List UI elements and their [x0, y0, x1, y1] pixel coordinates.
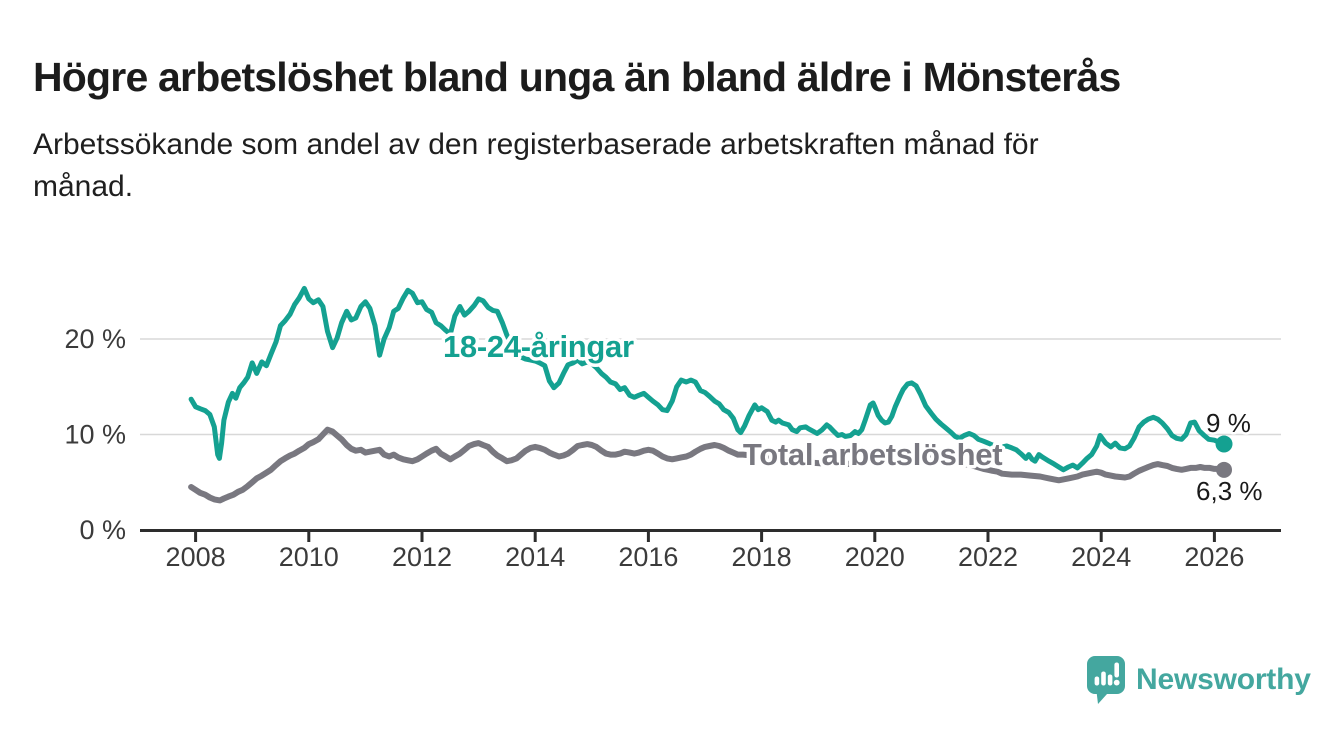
y-tick-label: 10 %	[64, 420, 126, 450]
series-end-dot-Total arbetslöshet	[1216, 461, 1233, 478]
x-tick-label: 2010	[279, 542, 339, 572]
chart-subtitle-line1: Arbetssökande som andel av den registerb…	[33, 128, 1039, 161]
series-end-dot-18-24-åringar	[1215, 435, 1233, 453]
y-tick-label: 0 %	[79, 515, 126, 545]
x-tick-label: 2020	[845, 542, 905, 572]
newsworthy-logo-icon	[1087, 656, 1125, 704]
x-tick-label: 2014	[505, 542, 565, 572]
series-end-value-Total arbetslöshet: 6,3 %	[1196, 476, 1263, 506]
series-label-Total arbetslöshet: Total arbetslöshet	[743, 437, 1002, 472]
series-line-18-24-åringar	[188, 285, 1227, 473]
x-tick-label: 2026	[1184, 542, 1244, 572]
newsworthy-logo: Newsworthy	[1086, 655, 1311, 705]
page-title: Högre arbetslöshet bland unga än bland ä…	[33, 54, 1121, 101]
x-tick-label: 2012	[392, 542, 452, 572]
x-tick-label: 2008	[166, 542, 226, 572]
series-end-value-18-24-åringar: 9 %	[1206, 408, 1251, 438]
series-line-Total arbetslöshet	[188, 426, 1227, 504]
x-tick-label: 2024	[1071, 542, 1131, 572]
logo-bars-icon	[1094, 662, 1120, 686]
x-tick-label: 2016	[618, 542, 678, 572]
chart-subtitle: Arbetssökande som andel av den registerb…	[33, 124, 1039, 208]
series-label-18-24-åringar: 18-24-åringar	[443, 329, 634, 364]
x-tick-label: 2022	[958, 542, 1018, 572]
newsworthy-logo-text: Newsworthy	[1136, 663, 1311, 696]
x-tick-label: 2018	[732, 542, 792, 572]
y-tick-label: 20 %	[64, 324, 126, 354]
chart-subtitle-line2: månad.	[33, 170, 134, 203]
